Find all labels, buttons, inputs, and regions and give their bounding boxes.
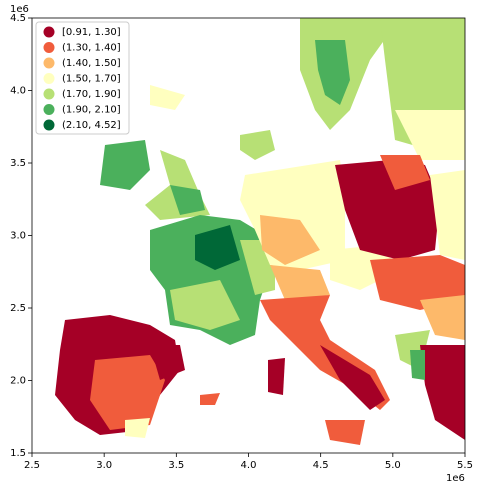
map-regions <box>55 18 465 445</box>
region <box>90 355 165 430</box>
region <box>170 280 240 330</box>
legend-marker <box>43 119 55 131</box>
region <box>410 350 425 380</box>
legend-label: (1.90, 2.10] <box>62 105 121 116</box>
y-tick-label: 3.0 <box>10 231 26 242</box>
y-offset-label: 1e6 <box>10 4 29 15</box>
region <box>268 358 285 395</box>
y-tick-label: 4.5 <box>10 13 26 24</box>
region <box>150 85 185 110</box>
legend-label: (1.30, 1.40] <box>62 43 121 54</box>
region <box>420 345 465 440</box>
region <box>195 225 240 270</box>
region <box>240 130 275 160</box>
region <box>325 420 365 445</box>
region <box>370 255 465 310</box>
region <box>260 215 320 265</box>
legend-marker <box>43 73 55 84</box>
legend-label: (1.70, 1.90] <box>62 89 121 100</box>
legend-marker <box>43 57 55 69</box>
y-tick-label: 1.5 <box>10 448 26 459</box>
x-tick-label: 4.5 <box>313 460 329 471</box>
region <box>335 160 440 260</box>
legend-box <box>35 21 130 135</box>
region <box>420 295 465 340</box>
y-tick-label: 2.0 <box>10 376 26 387</box>
region <box>320 345 385 410</box>
x-tick-label: 5.0 <box>385 460 401 471</box>
region <box>150 345 185 380</box>
legend-marker <box>43 42 55 53</box>
region <box>170 185 205 215</box>
y-tick-label: 4.0 <box>10 86 26 97</box>
x-offset-label: 1e6 <box>446 473 465 484</box>
x-tick-label: 4.0 <box>241 460 257 471</box>
legend-label: (2.10, 4.52] <box>62 120 121 131</box>
x-tick-label: 3.5 <box>168 460 184 471</box>
y-tick-label: 3.5 <box>10 158 26 169</box>
x-tick-label: 2.5 <box>24 460 40 471</box>
x-tick-label: 3.0 <box>96 460 112 471</box>
legend-marker <box>43 88 55 100</box>
legend-marker <box>43 26 55 38</box>
y-tick-label: 2.5 <box>10 303 26 314</box>
region <box>395 110 465 160</box>
legend-label: [0.91, 1.30] <box>62 27 121 38</box>
region <box>125 418 150 438</box>
region <box>200 393 220 405</box>
region <box>380 155 430 190</box>
x-tick-label: 5.5 <box>457 460 473 471</box>
region <box>270 265 330 300</box>
legend-label: (1.40, 1.50] <box>62 58 121 69</box>
legend-label: (1.50, 1.70] <box>62 74 121 85</box>
region <box>100 140 150 190</box>
region <box>430 170 465 260</box>
region <box>315 40 350 105</box>
legend-marker <box>43 104 55 115</box>
